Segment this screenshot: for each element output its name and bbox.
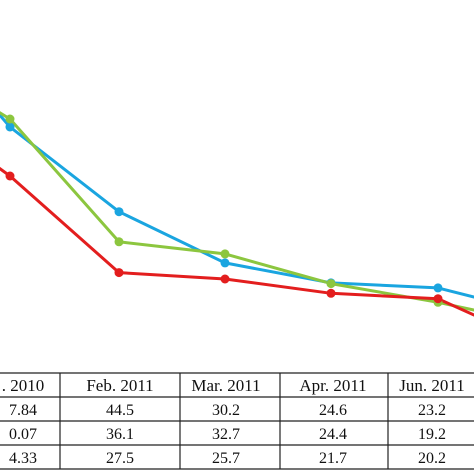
data-point xyxy=(114,207,124,217)
table-cell: 24.6 xyxy=(319,402,347,419)
table-cell: 19.2 xyxy=(418,426,446,443)
x-tick-label: Apr. 2011 xyxy=(299,376,366,395)
table-cell: 0.07 xyxy=(9,426,37,443)
table-cell: 21.7 xyxy=(319,450,347,467)
table-cell: 32.7 xyxy=(212,426,240,443)
table-cell: 24.4 xyxy=(319,426,347,443)
data-point xyxy=(433,283,443,293)
table-cell: 20.2 xyxy=(418,450,446,467)
series-lines xyxy=(0,111,474,317)
table-cell: 7.84 xyxy=(9,402,37,419)
data-table: . 2010 Feb. 2011 Mar. 2011 Apr. 2011 Jun. 20… xyxy=(0,372,474,470)
x-tick-label: Jun. 2011 xyxy=(399,376,465,395)
table-cell: 30.2 xyxy=(212,402,240,419)
x-tick-label: Mar. 2011 xyxy=(191,376,260,395)
data-point xyxy=(220,249,230,259)
table-cell: 44.5 xyxy=(106,402,134,419)
data-point xyxy=(220,274,230,284)
data-point xyxy=(220,258,230,268)
data-point xyxy=(5,171,15,181)
series-points xyxy=(5,114,443,307)
x-tick-label: Feb. 2011 xyxy=(86,376,153,395)
x-tick-label: . 2010 xyxy=(2,376,45,395)
data-point xyxy=(5,122,15,132)
table-cell: 36.1 xyxy=(106,426,134,443)
series-line xyxy=(0,113,474,299)
data-point xyxy=(114,237,124,247)
data-point xyxy=(114,268,124,278)
table-cell: 4.33 xyxy=(9,450,37,467)
data-point xyxy=(326,279,336,289)
table-cell: 23.2 xyxy=(418,402,446,419)
table-cell: 25.7 xyxy=(212,450,240,467)
table-cell: 27.5 xyxy=(106,450,134,467)
data-point xyxy=(326,288,336,298)
data-point xyxy=(433,294,443,304)
data-point xyxy=(5,114,15,124)
